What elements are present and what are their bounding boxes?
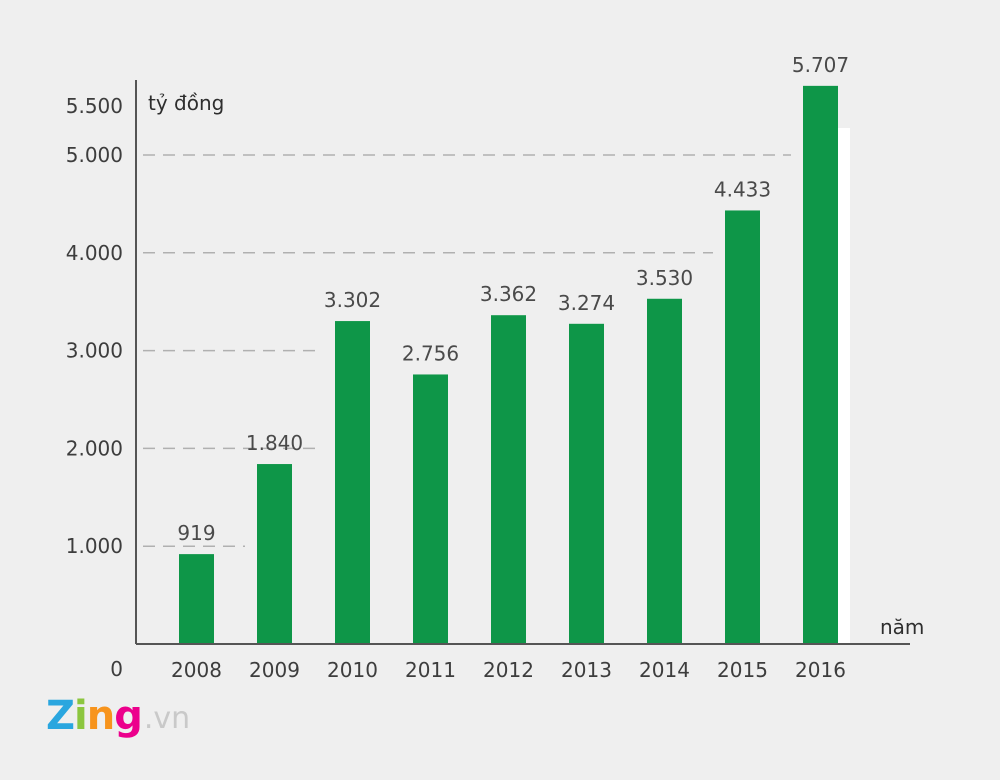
data-label-2012: 3.362 bbox=[480, 282, 537, 306]
y-axis-unit-label: tỷ đồng bbox=[148, 91, 224, 115]
x-tick-2009: 2009 bbox=[249, 658, 300, 682]
y-tick-3000: 3.000 bbox=[66, 339, 123, 363]
y-tick-5500: 5.500 bbox=[66, 94, 123, 118]
data-label-2009: 1.840 bbox=[246, 431, 303, 455]
x-tick-labels: 2008 2009 2010 2011 2012 2013 2014 2015 2016 bbox=[171, 658, 846, 682]
data-label-2015: 4.433 bbox=[714, 177, 771, 201]
bars bbox=[179, 85, 850, 644]
y-tick-5000: 5.000 bbox=[66, 143, 123, 167]
x-tick-2016: 2016 bbox=[795, 658, 846, 682]
y-tick-2000: 2.000 bbox=[66, 436, 123, 460]
x-tick-2008: 2008 bbox=[171, 658, 222, 682]
bar-2015 bbox=[725, 210, 760, 644]
data-label-2011: 2.756 bbox=[402, 341, 459, 365]
data-label-2013: 3.274 bbox=[558, 291, 615, 315]
logo-letter: g bbox=[114, 693, 143, 739]
data-label-2010: 3.302 bbox=[324, 288, 381, 312]
data-label-2016: 5.707 bbox=[792, 53, 849, 77]
bar-2009 bbox=[257, 464, 292, 644]
x-tick-2015: 2015 bbox=[717, 658, 768, 682]
data-labels: 919 1.840 3.302 2.756 3.362 3.274 3.530 4.433 5.… bbox=[177, 53, 849, 545]
gridlines bbox=[143, 154, 791, 547]
bar-2008 bbox=[179, 554, 214, 644]
bar-2012 bbox=[491, 315, 526, 644]
y-tick-1000: 1.000 bbox=[66, 534, 123, 558]
logo-letter: n bbox=[86, 693, 116, 739]
bar-2016 bbox=[803, 85, 838, 644]
bar-2010 bbox=[335, 321, 370, 644]
y-tick-0: 0 bbox=[110, 657, 123, 681]
x-axis-unit-label: năm bbox=[880, 615, 924, 639]
bar-2013 bbox=[569, 323, 604, 644]
x-tick-2014: 2014 bbox=[639, 658, 690, 682]
logo-letter: i bbox=[74, 693, 88, 739]
x-tick-2010: 2010 bbox=[327, 658, 378, 682]
zing-logo: Zing .vn bbox=[46, 690, 190, 736]
y-tick-4000: 4.000 bbox=[66, 241, 123, 265]
data-label-2008: 919 bbox=[177, 521, 215, 545]
logo-letter: Z bbox=[46, 693, 75, 739]
zing-logo-suffix: .vn bbox=[143, 701, 191, 736]
data-label-2014: 3.530 bbox=[636, 266, 693, 290]
x-tick-2012: 2012 bbox=[483, 658, 534, 682]
zing-logo-mark: Zing bbox=[46, 693, 143, 739]
y-tick-labels: 0 1.000 2.000 3.000 4.000 5.000 5.500 bbox=[66, 94, 123, 681]
x-tick-2013: 2013 bbox=[561, 658, 612, 682]
bar-2011 bbox=[413, 374, 448, 644]
axes bbox=[135, 80, 910, 645]
bar-2014 bbox=[647, 298, 682, 644]
x-tick-2011: 2011 bbox=[405, 658, 456, 682]
